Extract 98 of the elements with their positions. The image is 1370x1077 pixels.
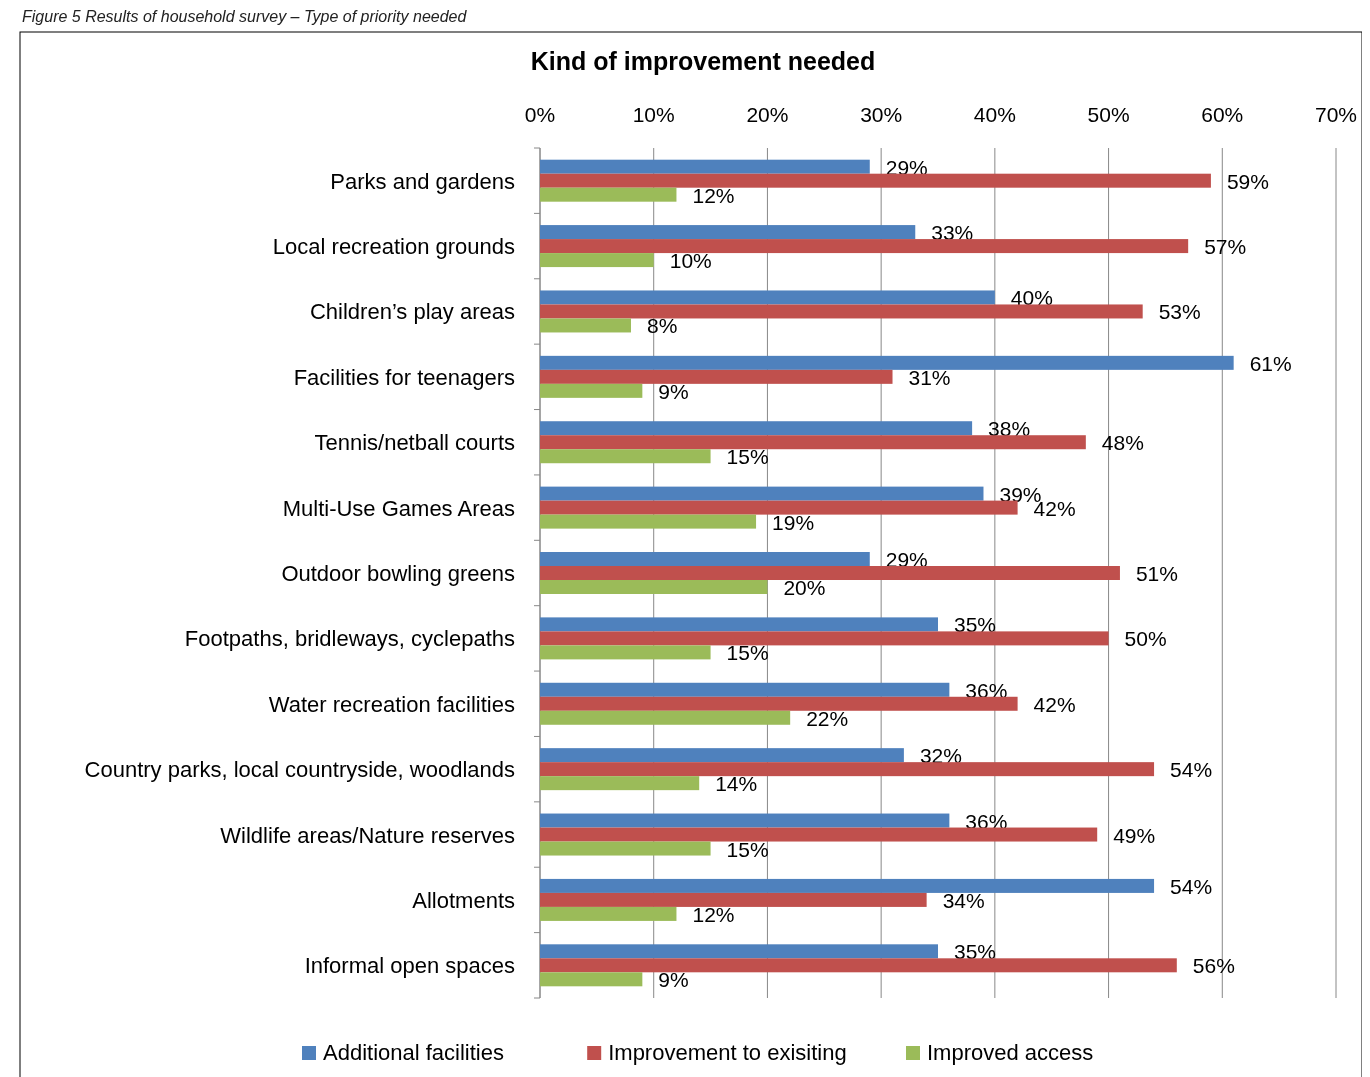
y-tick-label: Allotments: [412, 887, 515, 913]
bar: [540, 421, 973, 436]
bar: [540, 944, 938, 959]
bar: [540, 500, 1018, 515]
data-label: 34%: [942, 888, 985, 912]
bar: [540, 369, 893, 384]
bar: [540, 617, 938, 632]
y-tick-label: Country parks, local countryside, woodlands: [84, 757, 515, 783]
bar: [540, 841, 711, 856]
bar: [540, 645, 711, 660]
x-tick-label: 50%: [1087, 103, 1130, 126]
bar: [540, 304, 1143, 319]
y-tick-label: Parks and gardens: [330, 168, 515, 194]
y-tick-label: Informal open spaces: [304, 953, 515, 979]
bar: [540, 435, 1086, 450]
data-label: 57%: [1204, 235, 1247, 259]
x-tick-label: 10%: [632, 103, 675, 126]
bar: [540, 631, 1109, 646]
chart-title: Kind of improvement needed: [530, 47, 876, 75]
data-label: 14%: [715, 772, 758, 796]
y-tick-label: Local recreation grounds: [272, 234, 515, 260]
data-label: 15%: [726, 445, 769, 469]
bar: [540, 225, 916, 240]
data-label: 15%: [726, 641, 769, 665]
bar: [540, 813, 950, 828]
data-label: 53%: [1158, 300, 1201, 324]
data-label: 38%: [988, 417, 1031, 441]
data-label: 61%: [1249, 351, 1292, 375]
bar: [540, 173, 1211, 188]
y-tick-label: Wildlife areas/Nature reserves: [220, 822, 515, 848]
x-tick-label: 40%: [973, 103, 1016, 126]
data-label: 31%: [908, 365, 951, 389]
x-tick-label: 70%: [1314, 103, 1358, 126]
y-tick-label: Tennis/netball courts: [314, 430, 515, 456]
y-tick-label: Water recreation facilities: [268, 691, 515, 717]
bar: [540, 552, 870, 566]
bar: [540, 776, 700, 791]
bar: [540, 514, 757, 529]
data-label: 15%: [726, 837, 769, 861]
y-tick-label: Outdoor bowling greens: [281, 561, 515, 586]
data-label: 54%: [1170, 758, 1213, 782]
data-label: 8%: [646, 314, 678, 338]
bar: [540, 318, 631, 333]
data-label: 59%: [1226, 169, 1269, 193]
bar: [540, 290, 995, 305]
bar: [540, 892, 927, 907]
bar: [540, 486, 984, 501]
x-tick-label: 60%: [1201, 103, 1244, 126]
data-label: 9%: [658, 379, 689, 403]
data-label: 35%: [954, 613, 997, 637]
bar: [540, 906, 677, 921]
bar: [540, 696, 1018, 711]
legend-label: Additional facilities: [323, 1040, 504, 1065]
data-label: 48%: [1101, 431, 1144, 455]
data-label: 10%: [669, 249, 712, 273]
bar: [540, 958, 1177, 973]
data-label: 56%: [1192, 954, 1235, 978]
data-label: 12%: [692, 183, 735, 207]
bar: [540, 827, 1098, 842]
x-tick-label: 0%: [524, 103, 556, 126]
legend-label: Improvement to exisiting: [608, 1040, 847, 1065]
data-label: 51%: [1135, 562, 1178, 585]
bar: [540, 187, 677, 202]
data-label: 33%: [931, 221, 974, 245]
data-label: 50%: [1124, 627, 1167, 651]
bar: [540, 762, 1155, 777]
x-tick-label: 20%: [746, 103, 789, 126]
data-label: 42%: [1033, 692, 1076, 716]
bar: [540, 253, 654, 268]
caption: Figure 5 Results of household survey – Type of priority needed: [22, 8, 468, 26]
data-label: 20%: [783, 576, 826, 599]
bar: [540, 449, 711, 464]
bar: [540, 748, 904, 763]
legend-label: Improved access: [927, 1040, 1094, 1065]
data-label: 22%: [806, 706, 849, 730]
data-label: 9%: [658, 968, 689, 992]
data-label: 35%: [954, 940, 997, 964]
bar: [540, 580, 768, 594]
bar: [540, 566, 1120, 580]
bar: [540, 383, 643, 398]
bar: [540, 972, 643, 987]
x-tick-label: 30%: [860, 103, 903, 126]
y-tick-label: Multi-Use Games Areas: [282, 495, 515, 521]
y-tick-label: Facilities for teenagers: [293, 364, 515, 390]
data-label: 40%: [1010, 286, 1053, 310]
bar: [540, 682, 950, 697]
data-label: 12%: [692, 902, 735, 926]
data-label: 54%: [1170, 874, 1213, 898]
bar: [540, 878, 1155, 893]
bar: [540, 159, 870, 174]
y-tick-label: Footpaths, bridleways, cyclepaths: [184, 626, 515, 652]
bar: [540, 355, 1234, 370]
data-label: 32%: [919, 744, 962, 768]
bar: [540, 239, 1189, 254]
bar: [540, 710, 791, 725]
data-label: 19%: [772, 510, 815, 534]
y-tick-label: Children’s play areas: [309, 299, 515, 325]
data-label: 49%: [1113, 823, 1156, 847]
